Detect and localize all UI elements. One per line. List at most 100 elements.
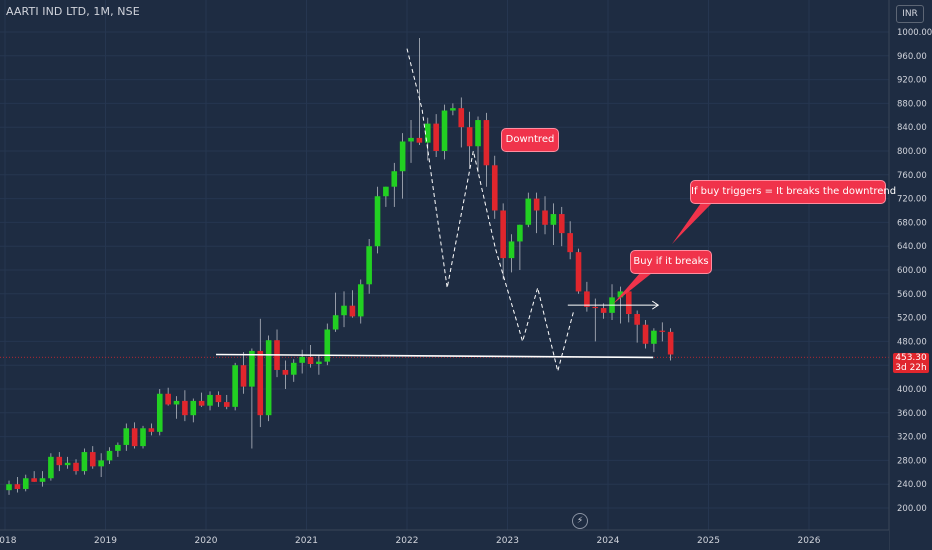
candle-body	[475, 120, 481, 147]
candle-body	[98, 460, 104, 467]
time-axis-background	[0, 530, 889, 550]
buy-callout-tail	[613, 273, 652, 304]
price-tick-label: 240.00	[897, 480, 927, 490]
symbol-title[interactable]: AARTI IND LTD, 1M, NSE	[6, 5, 140, 18]
candle	[290, 359, 297, 382]
candle-body	[374, 196, 381, 247]
candle-body	[433, 123, 439, 151]
candle-body	[542, 210, 548, 225]
price-tick-label: 280.00	[897, 456, 927, 466]
candle-body	[148, 428, 155, 432]
candle-body	[115, 444, 121, 451]
price-tick-label: 840.00	[897, 123, 927, 133]
candle	[659, 322, 666, 342]
last-price-badge: 453.30 3d 22h	[893, 353, 929, 373]
year-tick-label: 2026	[798, 536, 821, 546]
candle	[500, 203, 506, 280]
price-tick-label: 800.00	[897, 147, 927, 157]
candle-body	[357, 284, 364, 317]
candle	[6, 480, 12, 495]
price-tick-label: 520.00	[897, 314, 927, 324]
candle	[567, 221, 573, 260]
candle-body	[290, 362, 297, 375]
candle	[274, 329, 280, 378]
candle	[441, 104, 448, 160]
candle	[433, 114, 439, 157]
candle	[558, 206, 565, 247]
candle	[651, 328, 657, 353]
year-tick-label: 2024	[597, 536, 620, 546]
candle	[207, 391, 213, 411]
candle	[466, 111, 473, 169]
candle	[198, 392, 205, 407]
candle	[282, 360, 289, 389]
candle	[609, 284, 615, 320]
candle-body	[558, 214, 565, 234]
candle-body	[550, 214, 557, 225]
candle	[165, 387, 171, 406]
candle-body	[173, 400, 180, 405]
support-trendline	[216, 353, 654, 359]
year-tick-label: 2021	[295, 536, 318, 546]
candle	[173, 396, 180, 419]
candle-body	[89, 452, 96, 467]
candle	[408, 120, 414, 163]
price-tick-label: 960.00	[897, 52, 927, 62]
candle-body	[349, 305, 356, 317]
price-tick-label: 640.00	[897, 242, 927, 252]
candle	[56, 452, 63, 472]
price-axis[interactable]: 200.00240.00280.00320.00360.00400.00440.…	[888, 0, 932, 550]
candle-body	[441, 110, 448, 151]
trigger-callout-tail	[672, 203, 712, 244]
candle	[81, 448, 88, 475]
candle-body	[48, 456, 54, 479]
candle-body	[232, 365, 238, 407]
bar-countdown: 3d 22h	[895, 363, 927, 373]
currency-label[interactable]: INR	[896, 5, 924, 23]
year-tick-label: 2018	[0, 536, 17, 546]
candle	[642, 319, 649, 349]
candle	[14, 477, 21, 493]
candle-body	[282, 369, 289, 375]
year-tick-label: 2023	[496, 536, 519, 546]
candle-body	[466, 127, 473, 147]
candle-body	[408, 137, 414, 142]
candlestick-series	[6, 37, 674, 495]
candle	[232, 362, 238, 411]
price-axis-background	[889, 0, 932, 550]
candle-body	[39, 478, 46, 482]
candle-body	[642, 324, 649, 344]
candle	[483, 112, 490, 187]
candle	[48, 453, 54, 481]
candle-body	[458, 108, 465, 128]
candle	[525, 192, 532, 228]
candle-body	[634, 314, 640, 325]
downtrend-callout[interactable]: Downtred	[501, 128, 559, 152]
candle-body	[424, 123, 431, 143]
candle-body	[600, 308, 607, 313]
candle-body	[56, 456, 63, 466]
candle-body	[207, 394, 213, 406]
candle	[634, 310, 640, 343]
candle	[324, 323, 331, 366]
candle-body	[399, 141, 406, 172]
buy-if-breaks-callout[interactable]: Buy if it breaks	[630, 250, 712, 274]
buy-trigger-callout[interactable]: If buy triggers = It breaks the downtren…	[690, 180, 896, 204]
candle	[223, 394, 230, 410]
candle-body	[659, 330, 666, 332]
candle-body	[366, 246, 372, 285]
price-tick-label: 360.00	[897, 409, 927, 419]
candle-body	[316, 361, 322, 365]
candle	[131, 422, 138, 449]
candle-body	[156, 393, 163, 432]
candle	[215, 391, 222, 407]
time-axis[interactable]: 2018 2019 2020 2021 2022 2023 2024 2025 2026	[0, 529, 889, 550]
candle-body	[324, 329, 331, 362]
candle-body	[651, 330, 657, 344]
lightning-bolt-icon[interactable]: ⚡	[572, 513, 588, 529]
candle-body	[198, 400, 205, 406]
candle	[592, 298, 599, 342]
candle-body	[341, 305, 347, 316]
candle	[475, 116, 481, 173]
